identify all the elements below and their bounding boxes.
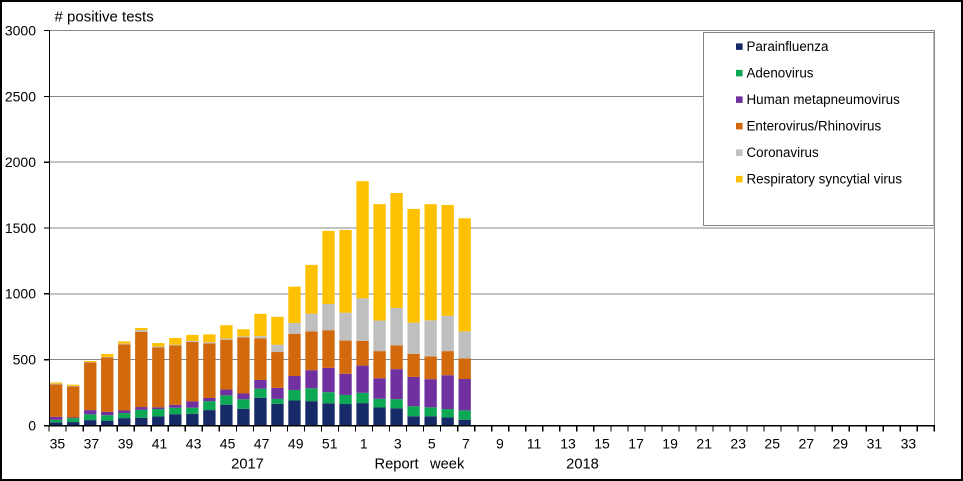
svg-text:Human metapneumovirus: Human metapneumovirus bbox=[747, 92, 901, 107]
svg-text:5: 5 bbox=[428, 435, 436, 451]
svg-text:11: 11 bbox=[527, 435, 542, 451]
svg-text:1000: 1000 bbox=[5, 286, 36, 302]
svg-text:35: 35 bbox=[50, 435, 66, 451]
svg-text:3: 3 bbox=[394, 435, 402, 451]
svg-text:33: 33 bbox=[901, 435, 917, 451]
svg-text:31: 31 bbox=[867, 435, 883, 451]
svg-text:47: 47 bbox=[254, 435, 270, 451]
svg-text:Adenovirus: Adenovirus bbox=[747, 65, 814, 80]
svg-text:week: week bbox=[429, 457, 465, 473]
svg-text:# positive tests: # positive tests bbox=[55, 9, 154, 26]
svg-text:29: 29 bbox=[833, 435, 849, 451]
svg-text:13: 13 bbox=[560, 435, 576, 451]
svg-text:2017: 2017 bbox=[231, 457, 264, 473]
svg-text:39: 39 bbox=[118, 435, 134, 451]
svg-text:17: 17 bbox=[628, 435, 644, 451]
svg-text:15: 15 bbox=[594, 435, 610, 451]
svg-text:25: 25 bbox=[764, 435, 780, 451]
svg-text:1500: 1500 bbox=[5, 220, 36, 236]
svg-text:1: 1 bbox=[360, 435, 368, 451]
svg-text:2018: 2018 bbox=[566, 457, 599, 473]
svg-text:Respiratory syncytial virus: Respiratory syncytial virus bbox=[747, 171, 903, 186]
svg-text:Coronavirus: Coronavirus bbox=[747, 145, 819, 160]
svg-text:23: 23 bbox=[730, 435, 746, 451]
svg-text:43: 43 bbox=[186, 435, 202, 451]
svg-text:500: 500 bbox=[13, 352, 37, 368]
svg-text:Report: Report bbox=[375, 457, 419, 473]
svg-text:49: 49 bbox=[288, 435, 304, 451]
svg-text:7: 7 bbox=[462, 435, 470, 451]
svg-text:0: 0 bbox=[28, 417, 36, 433]
svg-text:51: 51 bbox=[322, 435, 338, 451]
svg-text:41: 41 bbox=[152, 435, 168, 451]
svg-text:19: 19 bbox=[662, 435, 678, 451]
svg-text:Enterovirus/Rhinovirus: Enterovirus/Rhinovirus bbox=[747, 118, 882, 133]
svg-text:9: 9 bbox=[496, 435, 504, 451]
svg-text:2000: 2000 bbox=[5, 154, 36, 170]
svg-text:37: 37 bbox=[84, 435, 100, 451]
svg-text:2500: 2500 bbox=[5, 88, 36, 104]
svg-text:3000: 3000 bbox=[5, 22, 36, 38]
svg-text:21: 21 bbox=[696, 435, 712, 451]
svg-text:27: 27 bbox=[799, 435, 815, 451]
svg-text:Parainfluenza: Parainfluenza bbox=[747, 39, 829, 54]
svg-text:45: 45 bbox=[220, 435, 236, 451]
